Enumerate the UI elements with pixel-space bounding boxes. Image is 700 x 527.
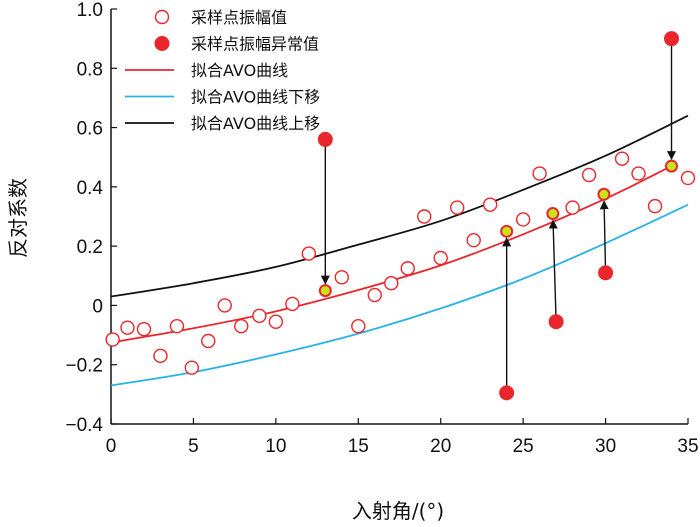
sample-amplitude-point bbox=[450, 200, 465, 215]
outlier-amplitude-point bbox=[598, 265, 614, 281]
corrected-point bbox=[665, 159, 679, 173]
sample-amplitude-point bbox=[433, 250, 448, 266]
x-tick-label: 10 bbox=[265, 436, 286, 457]
sample-amplitude-point bbox=[482, 197, 498, 212]
sample-amplitude-point bbox=[532, 166, 547, 181]
sample-amplitude-point bbox=[120, 320, 135, 335]
sample-amplitude-point bbox=[217, 298, 232, 313]
outlier-amplitude-point bbox=[317, 131, 333, 147]
sample-amplitude-point bbox=[105, 332, 120, 347]
sample-amplitude-point bbox=[647, 198, 663, 214]
sample-amplitude-point bbox=[680, 170, 696, 186]
corrected-point bbox=[318, 284, 332, 298]
legend-label: 拟合AVO曲线上移 bbox=[191, 114, 320, 133]
sample-amplitude-point bbox=[384, 275, 399, 291]
x-axis-title: 入射角/(°) bbox=[352, 499, 444, 523]
sample-amplitude-point bbox=[614, 151, 630, 166]
sample-amplitude-point bbox=[136, 321, 152, 337]
sample-amplitude-point bbox=[169, 318, 185, 334]
correction-arrow bbox=[599, 200, 609, 267]
legend-marker-filled-circle bbox=[154, 36, 170, 51]
y-tick-label: 0.6 bbox=[77, 119, 103, 140]
y-axis-title: 反对系数 bbox=[6, 178, 30, 258]
legend-label: 采样点振幅异常值 bbox=[191, 35, 319, 54]
sample-amplitude-point bbox=[234, 318, 249, 334]
corrected-point bbox=[597, 187, 611, 201]
outlier-amplitude-point bbox=[664, 31, 680, 47]
sample-amplitude-point bbox=[515, 212, 531, 227]
legend-label: 拟合AVO曲线下移 bbox=[191, 88, 320, 107]
outlier-amplitude-point bbox=[548, 314, 564, 330]
sample-amplitude-point bbox=[301, 246, 317, 261]
x-tick-label: 20 bbox=[430, 436, 451, 457]
y-tick-label: −0.4 bbox=[65, 415, 103, 436]
legend-label: 采样点振幅值 bbox=[191, 8, 287, 27]
y-tick-label: −0.2 bbox=[65, 356, 103, 377]
fitted-avo-curve-shifted-down bbox=[110, 203, 689, 387]
y-tick-label: 0 bbox=[92, 296, 103, 317]
fitted-avo-curve-shifted-up bbox=[110, 114, 689, 298]
sample-amplitude-point bbox=[285, 296, 300, 312]
x-tick-label: 0 bbox=[106, 436, 117, 457]
x-tick-label: 25 bbox=[513, 436, 534, 457]
x-tick-label: 5 bbox=[188, 436, 199, 457]
sample-amplitude-point bbox=[334, 270, 349, 285]
sample-amplitude-point bbox=[201, 333, 216, 349]
sample-amplitude-point bbox=[252, 308, 267, 324]
sample-amplitude-point bbox=[631, 166, 646, 181]
y-tick-label: 1.0 bbox=[77, 0, 103, 21]
sample-amplitude-point bbox=[466, 233, 481, 248]
outlier-amplitude-point bbox=[499, 385, 515, 401]
legend-label: 拟合AVO曲线 bbox=[191, 61, 288, 80]
corrected-point bbox=[500, 224, 514, 238]
legend-marker-open-circle bbox=[154, 9, 170, 25]
x-tick-label: 30 bbox=[595, 436, 616, 457]
sample-amplitude-point bbox=[153, 348, 168, 364]
sample-amplitude-point bbox=[400, 261, 415, 276]
y-tick-label: 0.2 bbox=[77, 237, 103, 258]
sample-amplitude-point bbox=[367, 287, 382, 303]
plot-area: 0 5 10 15 20 25 30 35 −0.4 −0.2 0 0.2 0.4 0.6 0.8 1.0 采样… bbox=[65, 0, 698, 457]
x-tick-label: 35 bbox=[677, 436, 698, 457]
fitted-avo-curve bbox=[110, 165, 672, 344]
sample-amplitude-point bbox=[581, 167, 597, 183]
corrected-point bbox=[546, 207, 560, 221]
sample-amplitude-point bbox=[417, 209, 432, 224]
x-tick-label: 15 bbox=[348, 436, 369, 457]
y-tick-label: 0.8 bbox=[77, 59, 103, 80]
y-tick-label: 0.4 bbox=[77, 178, 104, 199]
sample-amplitude-point bbox=[268, 314, 284, 329]
correction-arrow bbox=[548, 219, 558, 316]
sample-amplitude-point bbox=[565, 200, 580, 215]
sample-amplitude-point bbox=[351, 318, 366, 334]
sample-amplitude-point bbox=[184, 360, 199, 375]
